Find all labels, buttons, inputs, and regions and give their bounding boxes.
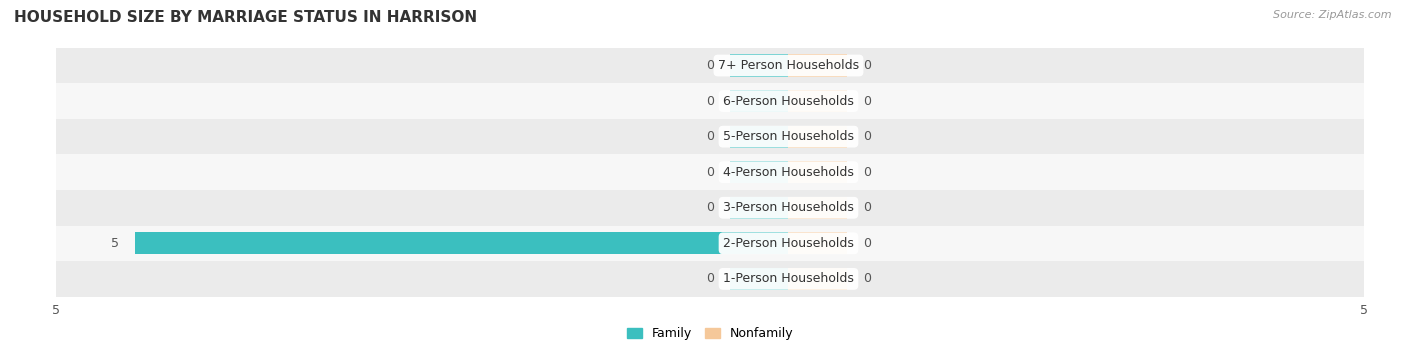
Text: 0: 0	[706, 166, 714, 179]
Text: 4-Person Households: 4-Person Households	[723, 166, 853, 179]
Text: 0: 0	[863, 166, 870, 179]
Bar	[730, 125, 789, 148]
Text: Source: ZipAtlas.com: Source: ZipAtlas.com	[1274, 10, 1392, 20]
Legend: Family, Nonfamily: Family, Nonfamily	[621, 322, 799, 341]
Text: 0: 0	[863, 201, 870, 214]
Bar	[56, 119, 1364, 154]
Bar	[789, 161, 848, 183]
Text: HOUSEHOLD SIZE BY MARRIAGE STATUS IN HARRISON: HOUSEHOLD SIZE BY MARRIAGE STATUS IN HAR…	[14, 10, 477, 25]
Text: 0: 0	[706, 201, 714, 214]
Text: 0: 0	[706, 272, 714, 285]
Bar	[789, 55, 848, 76]
Text: 0: 0	[706, 130, 714, 143]
Bar	[56, 190, 1364, 225]
Bar	[789, 232, 848, 254]
Bar	[730, 90, 789, 112]
Bar	[730, 161, 789, 183]
Bar	[56, 261, 1364, 297]
Bar	[789, 268, 848, 290]
Bar	[56, 154, 1364, 190]
Bar	[789, 90, 848, 112]
Text: 0: 0	[863, 59, 870, 72]
Bar	[135, 232, 789, 254]
Bar	[56, 83, 1364, 119]
Bar	[56, 225, 1364, 261]
Text: 0: 0	[863, 130, 870, 143]
Bar	[730, 268, 789, 290]
Text: 6-Person Households: 6-Person Households	[723, 94, 853, 107]
Text: 5: 5	[111, 237, 120, 250]
Bar	[730, 55, 789, 76]
Text: 0: 0	[706, 94, 714, 107]
Bar	[789, 197, 848, 219]
Bar	[789, 125, 848, 148]
Text: 1-Person Households: 1-Person Households	[723, 272, 853, 285]
Text: 3-Person Households: 3-Person Households	[723, 201, 853, 214]
Bar	[56, 48, 1364, 83]
Text: 7+ Person Households: 7+ Person Households	[718, 59, 859, 72]
Text: 0: 0	[863, 272, 870, 285]
Text: 0: 0	[863, 94, 870, 107]
Text: 2-Person Households: 2-Person Households	[723, 237, 853, 250]
Text: 5-Person Households: 5-Person Households	[723, 130, 853, 143]
Text: 0: 0	[863, 237, 870, 250]
Bar	[730, 197, 789, 219]
Text: 0: 0	[706, 59, 714, 72]
